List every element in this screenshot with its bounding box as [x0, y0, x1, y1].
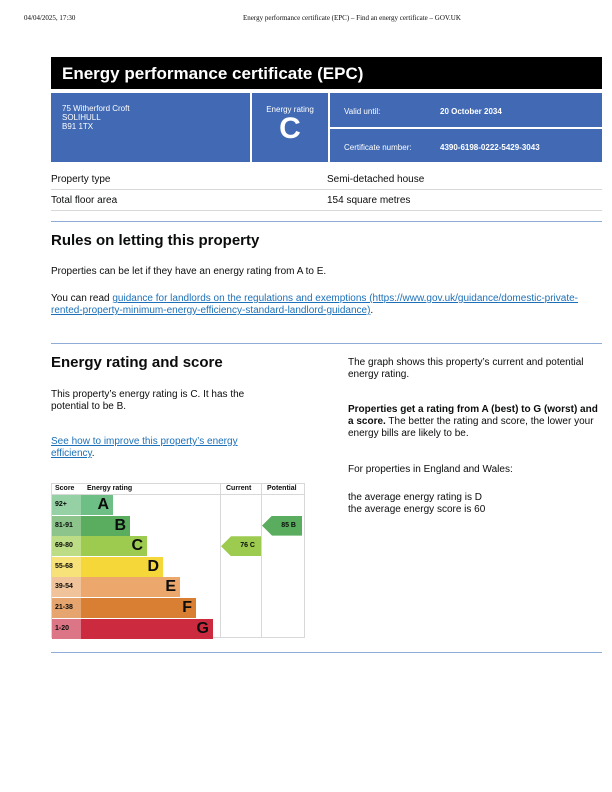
improve-text: See how to improve this property’s energ…: [51, 436, 281, 460]
rating-explanation-rest: The better the rating and score, the low…: [348, 416, 594, 439]
graph-description: The graph shows this property’s current …: [348, 357, 584, 380]
score-band-C: 69-80: [52, 536, 81, 557]
floor-area-label: Total floor area: [51, 195, 118, 206]
rating-explanation: Properties get a rating from A (best) to…: [348, 404, 598, 440]
score-band-D: 55-68: [52, 556, 81, 577]
letting-guidance-text: You can read guidance for landlords on t…: [51, 293, 581, 317]
score-band-A: 92+: [52, 495, 81, 515]
average-rating: the average energy rating is D: [348, 492, 482, 503]
energy-rating-chart: Score Energy rating Current Potential 92…: [51, 483, 305, 639]
guidance-suffix: .: [370, 305, 374, 316]
print-timestamp: 04/04/2025, 17:30: [24, 14, 76, 22]
property-type-value: Semi-detached house: [327, 174, 425, 185]
current-rating-arrow: 76 C: [221, 536, 261, 557]
rating-explanation-bold: Properties get a rating from A (best) to…: [348, 404, 598, 427]
header-score: Score: [55, 485, 75, 492]
floor-area-value: 154 square metres: [327, 195, 411, 206]
link-suffix: .: [91, 448, 95, 459]
valid-until-row: Valid until: 20 October 2034: [330, 93, 602, 127]
rating-bar-C: C: [81, 536, 147, 557]
letting-heading: Rules on letting this property: [51, 232, 260, 249]
address-line: B91 1TX: [62, 122, 94, 131]
rating-bar-G: G: [81, 618, 213, 639]
rating-bar-E: E: [81, 577, 180, 598]
certificate-number-row: Certificate number: 4390-6198-0222-5429-…: [330, 129, 602, 162]
energy-rating-box: Energy rating C: [252, 93, 328, 162]
page-title: Energy performance certificate (EPC): [51, 57, 602, 89]
potential-rating-arrow: 85 B: [262, 515, 302, 536]
guidance-prefix: You can read: [51, 293, 113, 304]
address-line: SOLIHULL: [62, 113, 101, 122]
average-score: the average energy score is 60: [348, 504, 486, 515]
score-band-E: 39-54: [52, 577, 81, 598]
header-current: Current: [226, 485, 252, 492]
address-line: 75 Witherford Croft: [62, 104, 130, 113]
score-text: This property’s energy rating is C. It h…: [51, 389, 245, 412]
property-type-label: Property type: [51, 174, 111, 185]
certificate-number-value: 4390-6198-0222-5429-3043: [440, 143, 540, 152]
energy-rating-value: C: [279, 112, 301, 145]
energy-rating-label: Energy rating: [266, 105, 314, 114]
score-band-F: 21-38: [52, 598, 81, 618]
valid-until-value: 20 October 2034: [440, 107, 502, 116]
valid-until-label: Valid until:: [344, 107, 381, 116]
average-intro: For properties in England and Wales:: [348, 464, 513, 475]
rating-bar-A: A: [81, 495, 113, 515]
score-band-B: 81-91: [52, 515, 81, 536]
rating-bar-F: F: [81, 598, 196, 618]
print-page-title: Energy performance certificate (EPC) – F…: [243, 14, 461, 22]
certificate-number-label: Certificate number:: [344, 143, 412, 152]
landlord-guidance-link[interactable]: guidance for landlords on the regulation…: [51, 293, 578, 316]
improve-efficiency-link[interactable]: See how to improve this property’s energ…: [51, 436, 238, 459]
header-potential: Potential: [267, 485, 297, 492]
score-heading: Energy rating and score: [51, 354, 223, 371]
rating-bar-B: B: [81, 515, 130, 536]
rating-bar-D: D: [81, 556, 163, 577]
letting-text: Properties can be let if they have an en…: [51, 266, 327, 277]
score-band-G: 1-20: [52, 618, 81, 639]
address-box: 75 Witherford Croft SOLIHULL B91 1TX: [51, 93, 250, 162]
header-energy-rating: Energy rating: [87, 485, 133, 492]
